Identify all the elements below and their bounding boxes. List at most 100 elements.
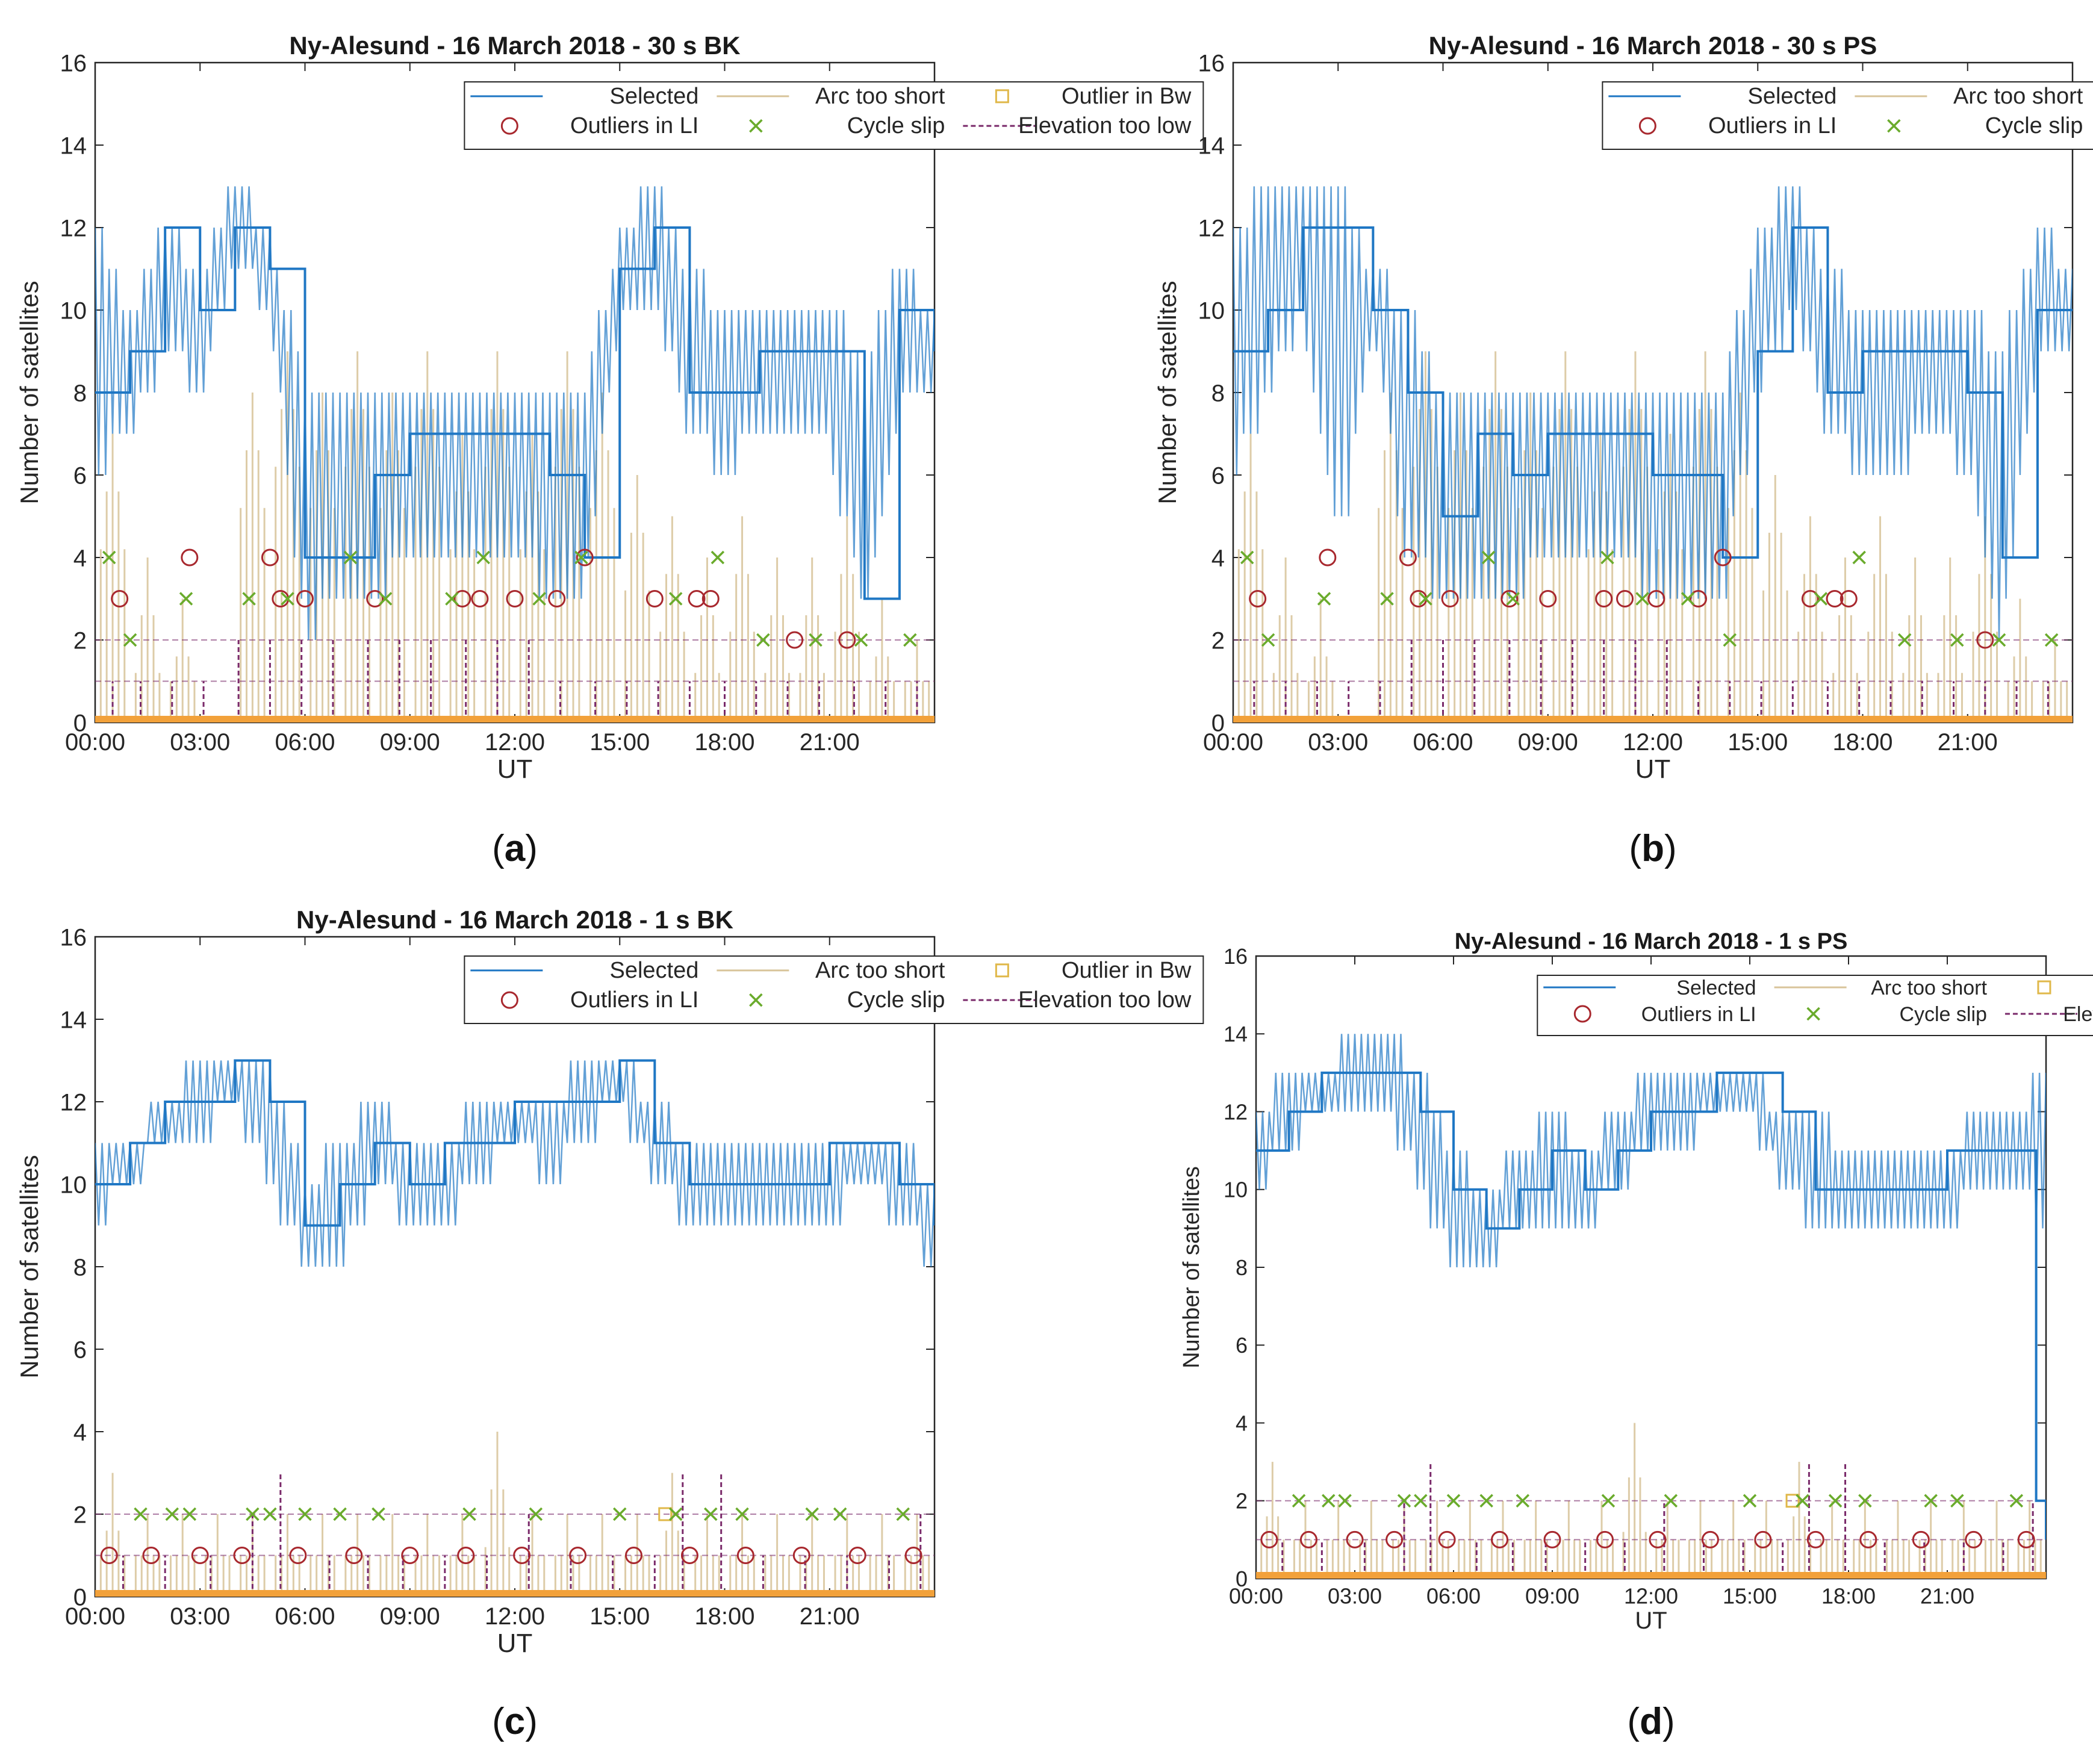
cycle-slip-marker — [704, 1507, 718, 1521]
y-tick-label: 14 — [1198, 132, 1225, 159]
x-axis-label: UT — [1635, 754, 1671, 784]
cycle-slip-marker — [833, 1507, 847, 1521]
y-tick-label: 12 — [60, 215, 87, 241]
chart-title: Ny-Alesund - 16 March 2018 - 1 s PS — [1455, 929, 1848, 954]
cycle-slip-marker — [1743, 1494, 1757, 1508]
legend-label-li: Outliers in LI — [1708, 113, 1836, 138]
cycle-slip-marker — [1322, 1494, 1336, 1508]
cycle-slip-marker — [756, 633, 770, 647]
outlier-in-li-marker — [289, 1547, 307, 1564]
outlier-in-li-marker — [366, 590, 384, 607]
panel-label: (a) — [492, 828, 538, 869]
outlier-in-li-marker — [2017, 1530, 2035, 1548]
y-tick-label: 2 — [1236, 1489, 1248, 1514]
outlier-in-li-marker — [1346, 1530, 1364, 1548]
y-tick-label: 10 — [1198, 297, 1225, 324]
legend-label-arc: Arc too short — [815, 84, 945, 109]
outlier-in-li-marker — [142, 1547, 160, 1564]
y-tick-label: 16 — [1198, 50, 1225, 76]
outlier-in-li-marker — [1249, 590, 1267, 607]
cycle-slip-marker — [123, 633, 137, 647]
outlier-in-li-marker — [296, 590, 314, 607]
cycle-slip-marker — [2009, 1494, 2024, 1508]
cycle-slip-marker — [343, 550, 358, 565]
outlier-in-li-marker — [548, 590, 566, 607]
legend-symbol — [500, 117, 518, 135]
cycle-slip-marker — [532, 592, 546, 606]
legend-label-cs: Cycle slip — [1899, 1003, 1986, 1026]
cycle-slip-marker — [1796, 1494, 1809, 1508]
chart-title: Ny-Alesund - 16 March 2018 - 30 s BK — [289, 31, 740, 60]
legend-label-bw: Outlier in Bw — [1062, 958, 1192, 983]
y-tick-label: 8 — [73, 380, 87, 406]
cycle-slip-marker — [854, 633, 868, 647]
cycle-slip-marker — [333, 1507, 347, 1521]
cycle-slip-marker — [809, 633, 823, 647]
x-tick-label: 21:00 — [1938, 729, 1998, 756]
legend-symbol — [1887, 119, 1901, 133]
cycle-slip-marker — [805, 1507, 819, 1521]
cycle-slip-marker — [179, 592, 193, 606]
legend-label-bw: Outlier in Bw — [1062, 84, 1192, 109]
outlier-in-li-marker — [1441, 590, 1459, 607]
outlier-in-li-marker — [1299, 1530, 1317, 1548]
cycle-slip-marker — [1338, 1494, 1352, 1508]
outlier-in-bw-marker — [1785, 1494, 1800, 1508]
outlier-in-li-marker — [1976, 631, 1994, 649]
legend: Selected Arc too short Outlier in Bw Outlie… — [464, 81, 1204, 150]
outlier-in-li-marker — [848, 1547, 866, 1564]
cycle-slip-marker — [246, 1507, 260, 1521]
selected-series-line — [1233, 226, 2073, 559]
cycle-slip-marker — [1419, 592, 1432, 606]
legend-symbol — [749, 993, 763, 1007]
chart-panel-a: 0 2 4 6 8 10 12 14 16 00:00 03:00 06:00 09:00 12:00 15… — [15, 31, 1204, 869]
y-axis-label: Number of satellites — [15, 1155, 43, 1378]
y-tick-label: 4 — [1211, 545, 1225, 571]
x-tick-label: 21:00 — [800, 1603, 860, 1630]
cycle-slip-marker — [903, 633, 917, 647]
outlier-in-li-marker — [645, 590, 664, 607]
y-tick-label: 16 — [60, 50, 87, 76]
y-tick-label: 12 — [1198, 215, 1225, 241]
outlier-in-li-marker — [786, 631, 804, 649]
cycle-slip-marker — [1723, 633, 1737, 647]
outlier-in-li-marker — [1714, 548, 1732, 567]
legend-label-li: Outliers in LI — [1641, 1003, 1756, 1026]
outlier-in-li-marker — [1260, 1530, 1278, 1548]
cycle-slip-marker — [1924, 1494, 1938, 1508]
data-layer — [1233, 186, 2073, 722]
x-tick-label: 12:00 — [1623, 729, 1683, 756]
cycle-slip-marker — [1600, 550, 1614, 565]
y-tick-label: 14 — [60, 132, 87, 159]
legend-label-selected: Selected — [609, 84, 698, 109]
selected-series-line — [95, 1059, 935, 1227]
x-tick-label: 12:00 — [1624, 1583, 1678, 1608]
y-tick-label: 12 — [1224, 1099, 1248, 1124]
outlier-in-li-marker — [453, 590, 471, 607]
cycle-slip-marker — [1414, 1494, 1428, 1508]
legend-label-arc: Arc too short — [815, 958, 945, 983]
chart-title: Ny-Alesund - 16 March 2018 - 30 s PS — [1429, 31, 1877, 60]
cycle-slip-marker — [1852, 550, 1866, 565]
outlier-in-li-marker — [191, 1547, 209, 1564]
y-tick-label: 2 — [73, 627, 87, 654]
cycle-slip-marker — [372, 1507, 385, 1521]
outlier-in-bw-marker — [658, 1507, 673, 1521]
data-layer — [1256, 1034, 2046, 1579]
x-tick-label: 09:00 — [380, 1603, 440, 1630]
cycle-slip-marker — [1292, 1494, 1306, 1508]
legend-symbol — [1638, 117, 1656, 135]
x-tick-label: 03:00 — [170, 729, 230, 756]
y-tick-label: 2 — [1211, 627, 1225, 654]
y-tick-label: 8 — [73, 1254, 87, 1281]
outlier-in-li-marker — [1539, 590, 1557, 607]
cycle-slip-marker — [2044, 633, 2059, 647]
outlier-in-li-marker — [1859, 1530, 1877, 1548]
legend-label-cs: Cycle slip — [1985, 113, 2083, 138]
legend-symbol — [1573, 1005, 1591, 1023]
outlier-in-li-marker — [1801, 590, 1819, 607]
cycle-slip-marker — [1516, 1494, 1530, 1508]
cycle-slip-marker — [263, 1507, 277, 1521]
outlier-in-li-marker — [1649, 1530, 1667, 1548]
outlier-in-li-marker — [401, 1547, 419, 1564]
